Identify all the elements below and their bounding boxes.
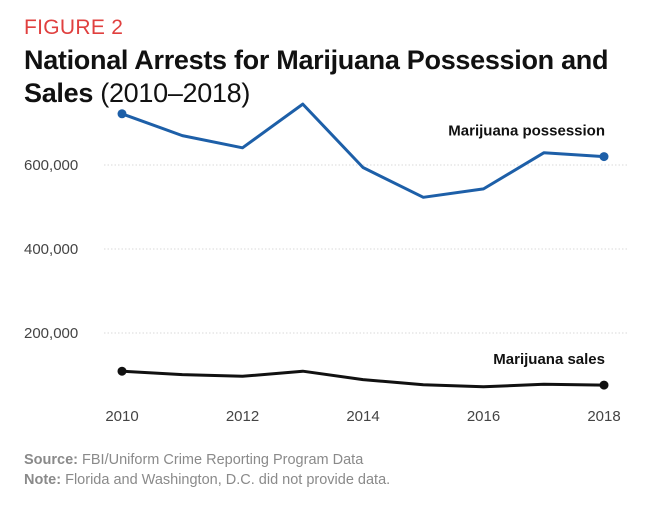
footnotes: Source: FBI/Uniform Crime Reporting Prog… bbox=[24, 450, 390, 490]
note-text: Florida and Washington, D.C. did not pro… bbox=[65, 472, 391, 488]
y-tick-label: 600,000 bbox=[24, 157, 78, 174]
chart-title: National Arrests for Marijuana Possessio… bbox=[24, 44, 634, 110]
x-tick-label: 2012 bbox=[226, 408, 259, 425]
source-note: Source: FBI/Uniform Crime Reporting Prog… bbox=[24, 450, 390, 470]
marijuana-sales-end-point bbox=[599, 380, 609, 390]
figure-label: FIGURE 2 bbox=[24, 16, 124, 39]
y-tick-label: 200,000 bbox=[24, 325, 78, 342]
marijuana-possession-start-point bbox=[117, 109, 127, 119]
marijuana-sales-start-point bbox=[117, 366, 127, 376]
source-key: Source: bbox=[24, 452, 78, 468]
x-tick-label: 2014 bbox=[346, 408, 379, 425]
marijuana-possession-line bbox=[120, 102, 606, 199]
y-tick-label: 400,000 bbox=[24, 241, 78, 258]
note-key: Note: bbox=[24, 472, 62, 488]
source-text: FBI/Uniform Crime Reporting Program Data bbox=[82, 452, 364, 468]
marijuana-possession-end-point bbox=[599, 152, 609, 162]
marijuana-possession-label: Marijuana possession bbox=[448, 123, 605, 140]
x-tick-label: 2010 bbox=[105, 408, 138, 425]
x-tick-label: 2016 bbox=[467, 408, 500, 425]
x-tick-label: 2018 bbox=[587, 408, 620, 425]
data-note: Note: Florida and Washington, D.C. did n… bbox=[24, 470, 390, 490]
marijuana-sales-line bbox=[120, 369, 606, 389]
line-chart: 200,000 400,000 600,000 2010 2012 2014 2016 201… bbox=[24, 102, 628, 425]
marijuana-sales-label: Marijuana sales bbox=[493, 351, 605, 368]
chart-title-main: National Arrests for Marijuana Possessio… bbox=[24, 45, 609, 108]
chart-title-years: (2010–2018) bbox=[100, 78, 251, 108]
